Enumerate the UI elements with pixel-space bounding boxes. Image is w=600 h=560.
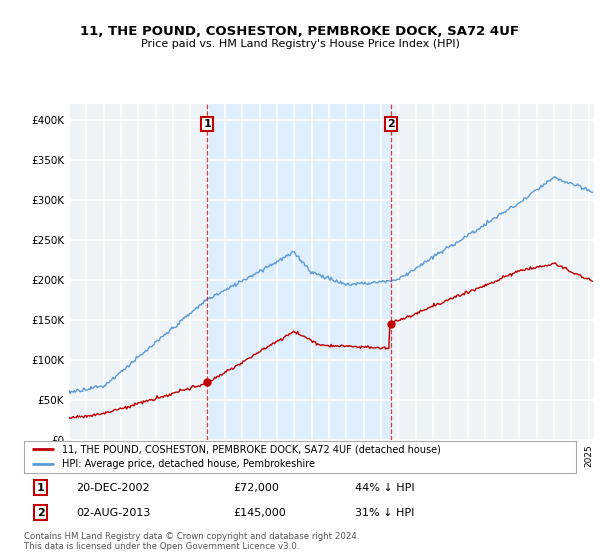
Text: Contains HM Land Registry data © Crown copyright and database right 2024.
This d: Contains HM Land Registry data © Crown c… — [24, 532, 359, 552]
Text: 1: 1 — [37, 483, 44, 493]
Text: £72,000: £72,000 — [234, 483, 280, 493]
Text: 11, THE POUND, COSHESTON, PEMBROKE DOCK, SA72 4UF (detached house): 11, THE POUND, COSHESTON, PEMBROKE DOCK,… — [62, 445, 440, 455]
Bar — [207, 104, 391, 440]
Text: HPI: Average price, detached house, Pembrokeshire: HPI: Average price, detached house, Pemb… — [62, 459, 314, 469]
Text: 2: 2 — [387, 119, 395, 129]
Text: 11, THE POUND, COSHESTON, PEMBROKE DOCK, SA72 4UF: 11, THE POUND, COSHESTON, PEMBROKE DOCK,… — [80, 25, 520, 38]
Text: 44% ↓ HPI: 44% ↓ HPI — [355, 483, 415, 493]
Text: £145,000: £145,000 — [234, 508, 287, 518]
Text: 02-AUG-2013: 02-AUG-2013 — [76, 508, 151, 518]
Text: 2: 2 — [37, 508, 44, 518]
Text: 20-DEC-2002: 20-DEC-2002 — [76, 483, 150, 493]
Text: Price paid vs. HM Land Registry's House Price Index (HPI): Price paid vs. HM Land Registry's House … — [140, 39, 460, 49]
Text: 31% ↓ HPI: 31% ↓ HPI — [355, 508, 415, 518]
Text: 1: 1 — [203, 119, 211, 129]
